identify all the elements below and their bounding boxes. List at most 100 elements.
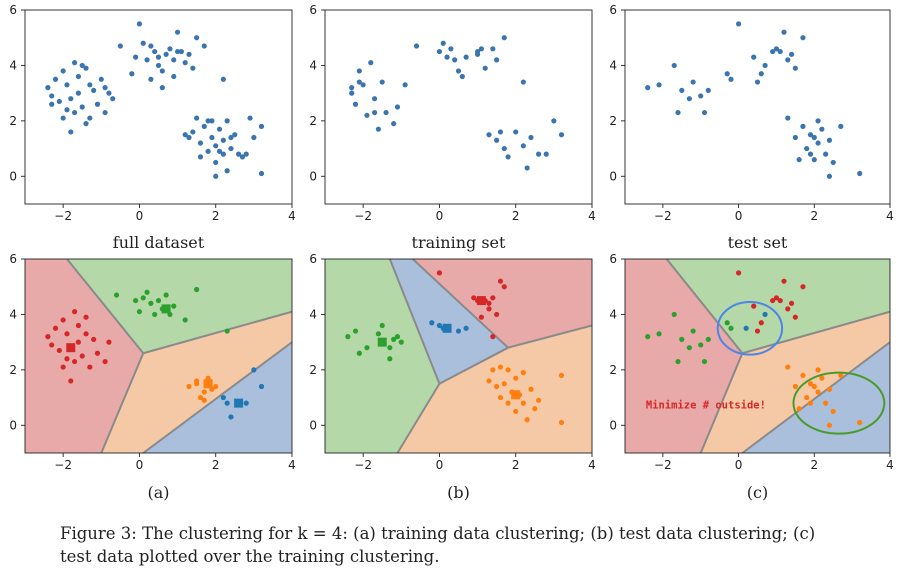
data-point [356,68,362,74]
data-point [807,381,814,387]
data-point [71,358,78,365]
data-point [792,314,798,320]
data-point [436,270,443,276]
y-tick-label: 6 [9,252,17,266]
data-point [520,370,526,376]
data-point [213,159,219,166]
data-point [364,112,370,118]
chart-bottom-a: −2 0 2 4 0 2 4 6 (a) [9,252,295,502]
data-point [452,57,458,63]
data-point [368,60,374,66]
data-point [486,300,492,306]
data-point [174,29,181,35]
data-point [558,132,565,138]
data-point [352,101,359,107]
data-point [679,336,685,342]
data-point [152,311,158,318]
data-point [194,378,200,384]
x-tick-label: 4 [588,209,596,223]
cluster-region [625,259,743,453]
cluster-boundary [388,259,441,385]
data-point [440,40,446,46]
x-tick-label: −2 [354,209,372,223]
data-point [679,87,685,93]
data-point [497,394,504,401]
x-tick-label: 4 [886,458,894,472]
cluster-region [700,311,890,453]
y-tick-label: 4 [609,307,617,321]
data-point [171,303,177,309]
data-point [224,328,230,334]
data-point [494,57,500,63]
data-point [194,286,200,293]
data-point [171,73,177,80]
chart-top-full: −2 0 2 4 0 2 4 6 full dataset [9,3,295,252]
y-tick-label: 4 [9,307,17,321]
data-point [656,331,662,337]
y-tick-label: 0 [9,418,17,432]
data-point [754,79,761,85]
data-point [857,170,863,177]
data-point [751,54,757,60]
data-point [494,137,500,143]
data-point [773,295,780,301]
data-point [815,367,821,373]
data-point [524,165,530,171]
data-point [87,364,93,370]
data-point [551,118,557,124]
data-point [201,397,207,403]
data-point [804,394,810,401]
data-point [133,297,139,304]
data-point [60,115,66,121]
data-point [705,336,711,342]
data-point [91,87,97,93]
data-point [251,134,257,141]
data-point [494,311,500,318]
data-point [360,82,366,88]
data-point [87,115,93,121]
data-point [455,68,462,74]
data-point [364,345,370,351]
caption-line-1: Figure 3: The clustering for k = 4: (a) … [60,524,816,543]
x-tick-label: 2 [810,209,818,223]
data-point [194,35,200,41]
data-point [429,320,435,326]
data-point [762,311,768,318]
cluster-region [325,259,440,453]
data-point [83,65,89,71]
data-point [490,334,496,340]
data-point [155,297,162,304]
cluster-boundary [665,259,744,354]
data-point [159,68,165,74]
figure-caption: Figure 3: The clustering for k = 4: (a) … [60,522,860,568]
x-tick-label: 0 [136,209,144,223]
x-tick-label: 0 [735,209,743,223]
data-point [213,173,219,179]
y-tick-label: 2 [309,363,317,377]
data-point [209,134,215,141]
data-point [87,82,93,88]
data-point [243,151,249,157]
data-point [686,96,692,102]
data-point [56,98,62,105]
data-point [163,51,169,57]
cluster-region [666,259,890,354]
data-point [182,132,188,138]
data-point [830,408,836,415]
data-point [371,109,378,116]
data-point [52,325,59,331]
data-point [796,406,802,412]
data-point [205,148,211,154]
data-point [490,46,496,52]
data-point [701,109,708,116]
data-point [239,154,246,160]
data-point [455,328,462,334]
data-point [159,85,165,91]
data-point [501,35,507,41]
data-point [228,145,234,152]
data-point [394,334,401,340]
data-point [811,383,817,390]
data-point [171,57,177,63]
data-point [68,378,74,384]
